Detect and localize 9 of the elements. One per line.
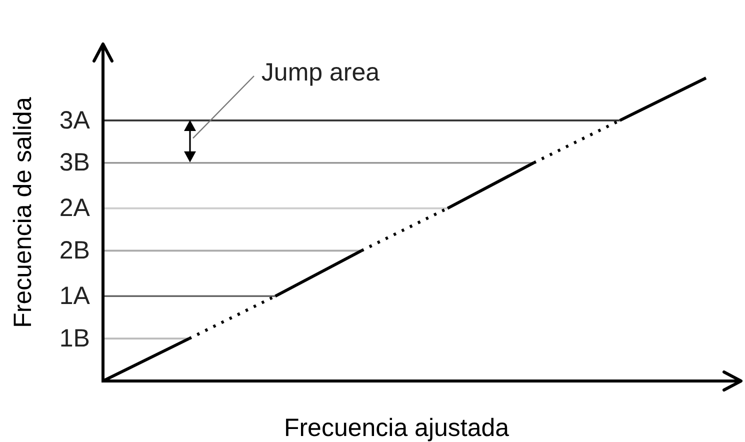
ref-line-label: 3A — [59, 106, 90, 134]
ref-line-label: 1B — [59, 324, 90, 352]
x-axis-title: Frecuencia ajustada — [284, 414, 510, 442]
ref-line-label: 1A — [59, 282, 90, 310]
ref-line-label: 2A — [59, 194, 90, 222]
ref-line-label: 3B — [59, 148, 90, 177]
y-axis-title: Frecuencia de salida — [8, 97, 37, 328]
annotation: Jump area — [261, 58, 380, 86]
ref-line-label: 2B — [59, 236, 90, 265]
